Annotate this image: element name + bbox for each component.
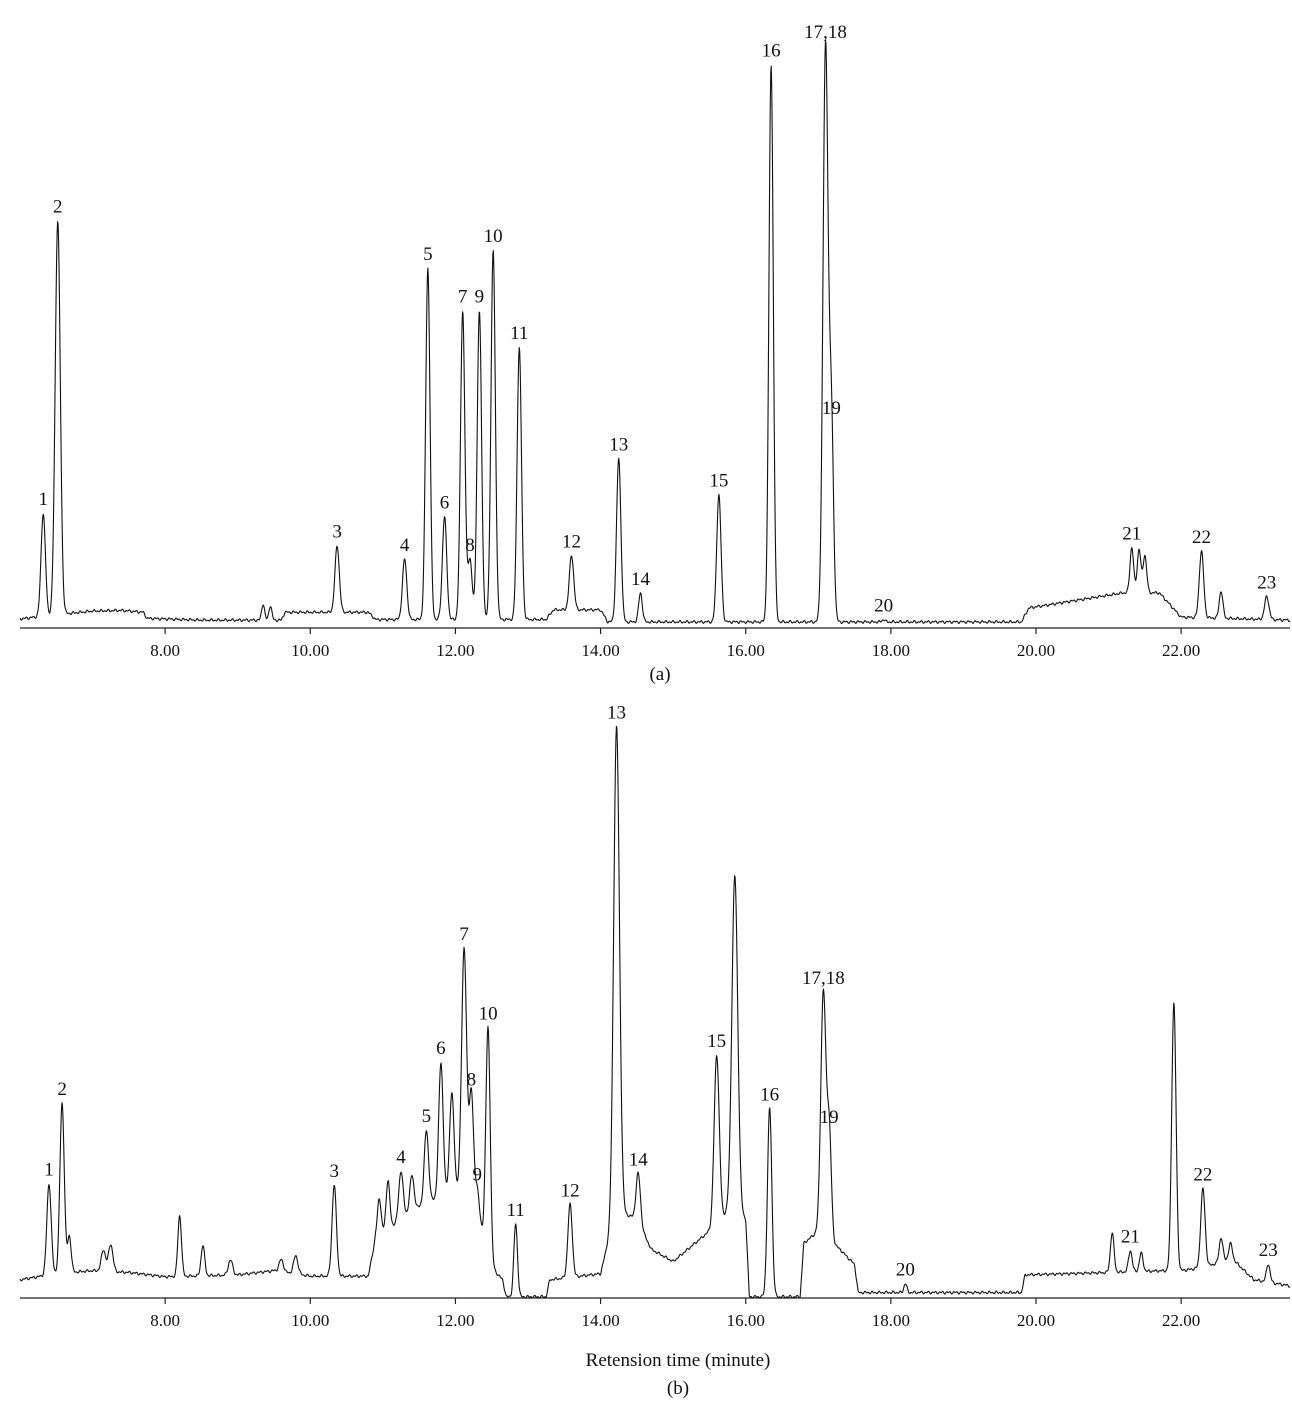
peak-label-b-15: 5 xyxy=(422,1106,432,1127)
peak-label-b-39: 23 xyxy=(1259,1240,1278,1261)
peak-label-a-9: 8 xyxy=(465,535,475,556)
chromatogram-trace-a xyxy=(19,39,1291,624)
panel-a-label: (a) xyxy=(649,664,670,685)
x-tick-label-a-4: 16.00 xyxy=(727,641,765,660)
peak-label-b-29: 17,18 xyxy=(802,968,845,989)
peak-label-a-19: 19 xyxy=(822,398,841,419)
peak-label-a-24: 22 xyxy=(1192,527,1211,548)
peak-label-b-30: 19 xyxy=(820,1107,839,1128)
x-tick-label-b-0: 8.00 xyxy=(150,1311,180,1330)
peak-label-b-31: 20 xyxy=(896,1259,915,1280)
peak-label-a-14: 13 xyxy=(609,434,628,455)
peak-label-b-28: 16 xyxy=(760,1084,779,1105)
peak-label-a-7: 6 xyxy=(440,492,450,513)
x-tick-label-b-4: 16.00 xyxy=(727,1311,765,1330)
peak-label-a-6: 5 xyxy=(423,244,433,265)
x-tick-label-a-2: 12.00 xyxy=(436,641,474,660)
x-tick-label-b-6: 20.00 xyxy=(1017,1311,1055,1330)
peak-label-b-26: 15 xyxy=(707,1031,726,1052)
peak-label-a-26: 23 xyxy=(1257,572,1276,593)
x-tick-label-b-2: 12.00 xyxy=(436,1311,474,1330)
chromatogram-panel-a: 8.00 10.00 12.00 14.00 16.00 18.00 20.00 22.00 1… xyxy=(19,22,1291,660)
peak-label-b-24: 13 xyxy=(607,702,626,723)
peak-label-a-11: 10 xyxy=(484,226,503,247)
peak-label-b-1: 2 xyxy=(57,1079,67,1100)
peak-label-a-5: 4 xyxy=(400,535,410,556)
peak-label-a-17: 16 xyxy=(762,40,781,61)
peak-label-b-23: 12 xyxy=(561,1180,580,1201)
peak-label-b-13: 4 xyxy=(396,1147,406,1168)
panel-b-label: (b) xyxy=(667,1378,689,1399)
x-tick-label-b-3: 14.00 xyxy=(581,1311,619,1330)
peak-label-a-15: 14 xyxy=(631,569,651,590)
peak-label-b-36: 22 xyxy=(1193,1165,1212,1186)
x-axis-title: Retension time (minute) xyxy=(586,1350,771,1371)
peak-label-b-33: 21 xyxy=(1121,1227,1140,1248)
x-tick-label-a-1: 10.00 xyxy=(291,641,329,660)
peak-label-b-10: 3 xyxy=(329,1161,339,1182)
x-tick-label-a-3: 14.00 xyxy=(581,641,619,660)
peak-label-b-18: 7 xyxy=(459,924,469,945)
peak-label-a-0: 1 xyxy=(38,489,48,510)
x-tick-label-a-5: 18.00 xyxy=(872,641,910,660)
peak-label-b-25: 14 xyxy=(629,1149,649,1170)
peak-label-a-18: 17,18 xyxy=(804,22,847,43)
x-tick-label-a-6: 20.00 xyxy=(1017,641,1055,660)
chromatogram-panel-b: 8.00 10.00 12.00 14.00 16.00 18.00 20.00 22.00 1… xyxy=(19,702,1291,1330)
peak-label-a-13: 12 xyxy=(562,531,581,552)
x-tick-label-a-7: 22.00 xyxy=(1162,641,1200,660)
peak-label-a-1: 2 xyxy=(53,197,63,218)
peak-label-b-20: 9 xyxy=(472,1165,482,1186)
peak-label-a-21: 21 xyxy=(1122,523,1141,544)
x-tick-label-b-5: 18.00 xyxy=(872,1311,910,1330)
chromatogram-trace-b xyxy=(19,725,1291,1299)
peak-label-b-0: 1 xyxy=(44,1160,54,1181)
peak-label-a-12: 11 xyxy=(510,323,528,344)
peak-label-a-16: 15 xyxy=(709,471,728,492)
x-tick-label-a-0: 8.00 xyxy=(150,641,180,660)
peak-label-a-8: 7 xyxy=(458,286,468,307)
peak-label-a-4: 3 xyxy=(332,522,342,543)
peak-label-a-20: 20 xyxy=(874,596,893,617)
peak-label-a-10: 9 xyxy=(475,286,485,307)
peak-label-b-16: 6 xyxy=(436,1038,446,1059)
x-tick-label-b-1: 10.00 xyxy=(291,1311,329,1330)
peak-label-b-19: 8 xyxy=(467,1070,477,1091)
peak-label-b-21: 10 xyxy=(479,1003,498,1024)
peak-label-b-22: 11 xyxy=(507,1200,525,1221)
x-tick-label-b-7: 22.00 xyxy=(1162,1311,1200,1330)
